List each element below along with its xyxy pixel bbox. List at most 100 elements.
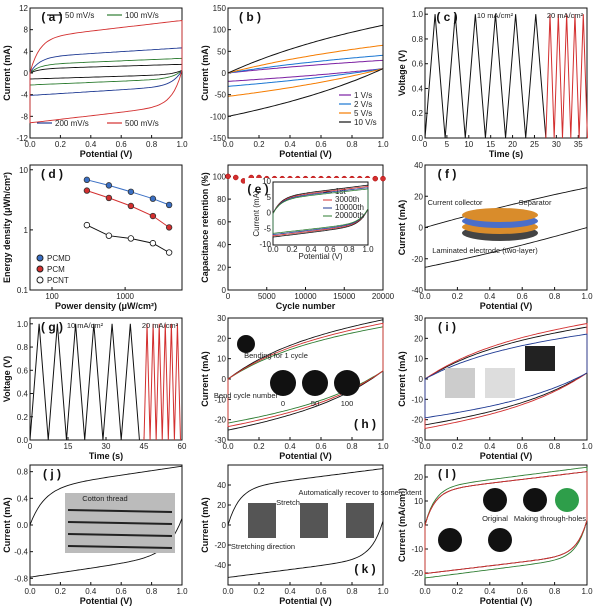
gcd-series-0 bbox=[29, 323, 140, 441]
x-tick-label-k: 0.6 bbox=[315, 587, 327, 596]
annotation-current-low: 10 mA/cm² bbox=[67, 321, 104, 330]
inset-legend-label-20000th: 20000th bbox=[335, 211, 364, 220]
ragone-line-PCM bbox=[86, 190, 170, 228]
annotation-bending: Bending for 1 cycle bbox=[244, 351, 308, 360]
annotation-bend-100: 100 bbox=[341, 399, 354, 408]
x-tick-label-g: 45 bbox=[140, 442, 149, 451]
x-tick-label-i: 0.0 bbox=[419, 442, 431, 451]
y-tick-label-e: 60 bbox=[217, 218, 226, 227]
x-tick-label-e: 10000 bbox=[294, 292, 317, 301]
ragone-point-PCNT bbox=[105, 232, 113, 239]
ragone-point-PCNT bbox=[165, 249, 173, 256]
gcd-series-1 bbox=[143, 323, 181, 441]
x-tick-label-g: 30 bbox=[102, 442, 111, 451]
sample-photo bbox=[488, 528, 512, 552]
annotation-separator: Separator bbox=[519, 198, 552, 207]
y-tick-label-c: 1.0 bbox=[412, 10, 424, 19]
x-tick-label-h: 0.8 bbox=[346, 442, 358, 451]
y-axis-label-h: Current (mA) bbox=[200, 351, 210, 407]
x-tick-label-f: 0.4 bbox=[484, 292, 496, 301]
inset-x-tick-label: 0.6 bbox=[324, 245, 336, 254]
y-tick-label-j: -0.8 bbox=[14, 574, 28, 583]
x-tick-label-b: 0.8 bbox=[346, 140, 358, 149]
panel-a: 0.0 0.2 0.4 0.6 0.8 1.0 -12 -8 -4 0 4 8 12 Potential … bbox=[2, 4, 188, 159]
retention-point bbox=[372, 175, 378, 182]
x-tick-label-a: 0.0 bbox=[24, 140, 36, 149]
panel-label-j: ( j ) bbox=[43, 467, 61, 481]
thread-line bbox=[67, 521, 173, 525]
x-tick-label-f: 0.0 bbox=[419, 292, 431, 301]
x-tick-label-k: 1.0 bbox=[377, 587, 389, 596]
sample-photo bbox=[523, 488, 547, 512]
x-tick-label-j: 0.4 bbox=[85, 587, 97, 596]
y-tick-label-l: -10 bbox=[411, 545, 423, 554]
panel-i: 0.0 0.2 0.4 0.6 0.8 1.0 -30 -20 -10 0 10 20 30 Potent… bbox=[397, 314, 593, 461]
panel-l: 0.0 0.2 0.4 0.6 0.8 1.0 -20 -10 0 10 20 Potential (… bbox=[397, 464, 593, 606]
panel-label-i: ( i ) bbox=[438, 320, 456, 334]
y-tick-label-d: 0.1 bbox=[17, 286, 29, 295]
y-tick-label-e: 100 bbox=[213, 172, 227, 181]
inset-legend-label-1st: 1st bbox=[335, 187, 346, 196]
y-tick-label-g: 0.4 bbox=[17, 390, 29, 399]
y-axis-label-l: Current (mA/cm²) bbox=[397, 488, 407, 562]
sample-photo bbox=[555, 488, 579, 512]
x-tick-label-h: 0.6 bbox=[315, 442, 327, 451]
y-tick-label-b: 150 bbox=[213, 4, 227, 13]
panel-label-g: ( g ) bbox=[41, 320, 63, 334]
legend-marker-PCM bbox=[36, 265, 44, 273]
y-axis-label-a: Current (mA) bbox=[2, 45, 12, 101]
y-tick-label-i: -30 bbox=[411, 436, 423, 445]
cv-series-1 bbox=[29, 57, 183, 86]
inset-y-tick-label: 10 bbox=[262, 177, 271, 186]
x-tick-label-d: 1000 bbox=[116, 292, 134, 301]
y-axis-label-g: Voltage (V) bbox=[2, 356, 12, 402]
y-tick-label-e: 0 bbox=[222, 286, 227, 295]
x-tick-label-b: 1.0 bbox=[377, 140, 389, 149]
panel-label-h: ( h ) bbox=[354, 417, 376, 431]
x-axis-label-a: Potential (V) bbox=[80, 149, 133, 159]
y-axis-label-e: Capacitance retention (%) bbox=[200, 172, 210, 283]
y-tick-label-h: 20 bbox=[217, 334, 226, 343]
y-tick-label-j: 0.4 bbox=[17, 494, 29, 503]
inset-y-tick-label: 5 bbox=[267, 193, 272, 202]
x-axis-label-b: Potential (V) bbox=[279, 149, 332, 159]
inset-x-label: Potential (V) bbox=[298, 252, 342, 261]
x-tick-label-j: 0.0 bbox=[24, 587, 36, 596]
inset-x-tick-label: 1.0 bbox=[362, 245, 374, 254]
cv-series-0 bbox=[29, 63, 183, 80]
annotation-stretch: Stretch bbox=[276, 498, 300, 507]
x-tick-label-f: 0.2 bbox=[452, 292, 464, 301]
annotation-original: Original bbox=[482, 514, 508, 523]
y-tick-label-f: 20 bbox=[414, 192, 423, 201]
y-tick-label-g: 0.8 bbox=[17, 343, 29, 352]
x-tick-label-k: 0.2 bbox=[253, 587, 265, 596]
x-tick-label-j: 0.8 bbox=[146, 587, 158, 596]
cv-series-2 bbox=[227, 322, 384, 428]
x-tick-label-h: 0.4 bbox=[284, 442, 296, 451]
x-tick-label-l: 0.0 bbox=[419, 587, 431, 596]
y-tick-label-a: 0 bbox=[24, 69, 29, 78]
sample-photo bbox=[445, 368, 475, 398]
gcd-series-0 bbox=[424, 14, 547, 139]
x-tick-label-e: 15000 bbox=[333, 292, 356, 301]
panel-label-d: ( d ) bbox=[41, 167, 63, 181]
panel-d: 100 1000 0.1 1 10 Power density (μW/cm²) Energ… bbox=[2, 164, 183, 311]
y-tick-label-a: 12 bbox=[19, 4, 28, 13]
y-axis-label-j: Current (mA) bbox=[2, 497, 12, 553]
inset-x-tick-label: 0.8 bbox=[343, 245, 355, 254]
cv-series-0 bbox=[29, 465, 183, 578]
x-axis-label-l: Potential (V) bbox=[480, 596, 533, 606]
legend-label-PCM: PCM bbox=[47, 265, 65, 274]
y-tick-label-f: 40 bbox=[414, 161, 423, 170]
y-tick-label-f: 0 bbox=[419, 224, 424, 233]
x-tick-label-c: 35 bbox=[574, 140, 583, 149]
legend-label-0: 50 mV/s bbox=[65, 11, 94, 20]
y-tick-label-g: 0.2 bbox=[17, 413, 29, 422]
x-axis-label-j: Potential (V) bbox=[80, 596, 133, 606]
x-tick-label-a: 0.8 bbox=[146, 140, 158, 149]
x-tick-label-c: 10 bbox=[464, 140, 473, 149]
x-axis-label-k: Potential (V) bbox=[279, 596, 332, 606]
x-tick-label-l: 1.0 bbox=[581, 587, 593, 596]
